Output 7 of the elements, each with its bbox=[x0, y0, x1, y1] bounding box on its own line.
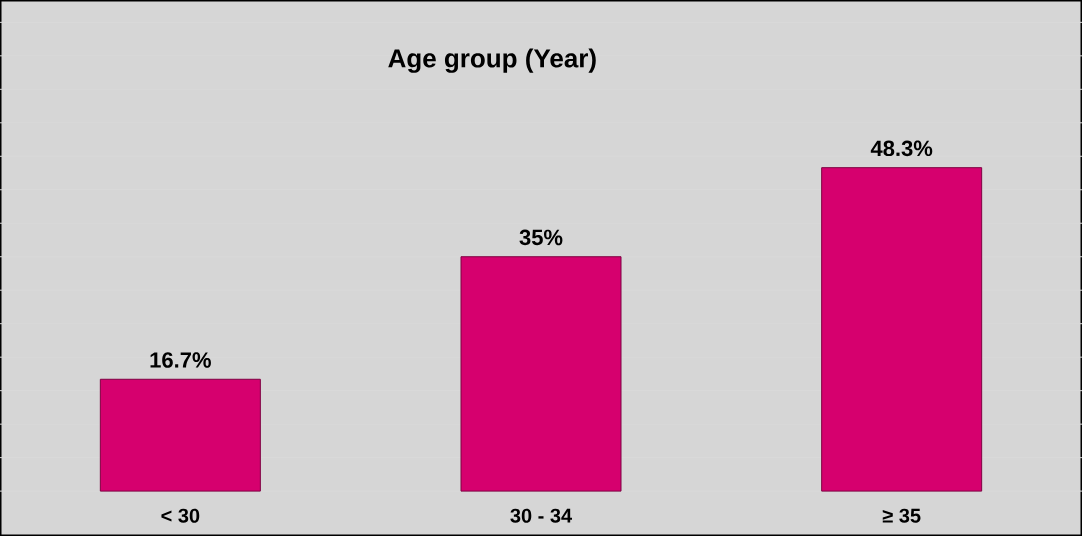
x-tick-label: 30 - 34 bbox=[510, 508, 573, 523]
data-label: 48.3% bbox=[870, 140, 933, 157]
x-tick-label: < 30 bbox=[161, 508, 200, 523]
chart-title: Age group (Year) bbox=[388, 48, 596, 73]
data-label: 16.7% bbox=[150, 352, 211, 368]
data-label: 35% bbox=[519, 229, 563, 246]
x-tick-label: ≥ 35 bbox=[882, 508, 921, 523]
